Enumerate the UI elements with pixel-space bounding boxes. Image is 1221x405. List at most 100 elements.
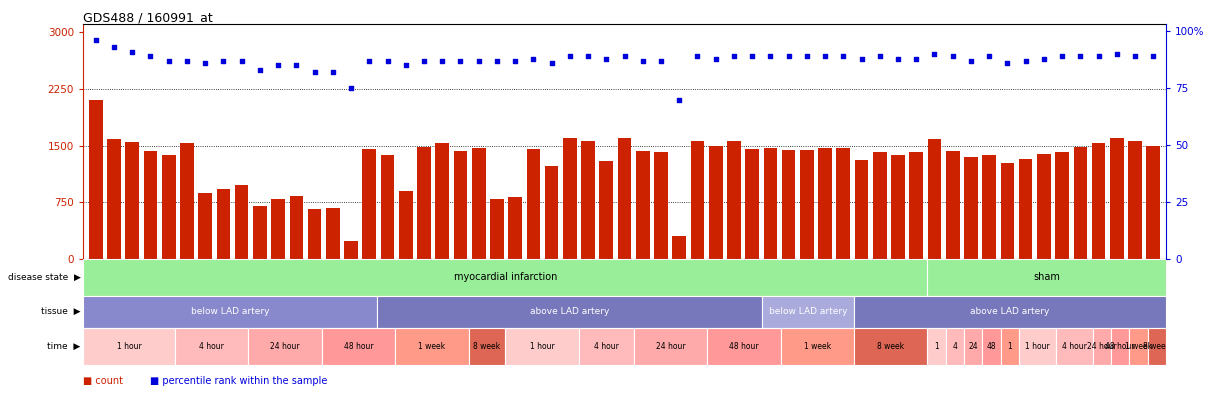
Bar <box>253 206 266 259</box>
Text: 8 week: 8 week <box>474 342 501 351</box>
Point <box>342 85 361 92</box>
Point <box>1107 51 1127 57</box>
Point <box>140 53 160 60</box>
Bar <box>745 149 759 259</box>
Text: sham: sham <box>1033 273 1060 282</box>
Bar <box>363 149 376 259</box>
Text: above LAD artery: above LAD artery <box>530 307 609 316</box>
Bar <box>600 161 613 259</box>
Bar <box>891 155 905 259</box>
Point <box>269 62 288 68</box>
Bar <box>396 328 469 364</box>
Bar <box>1129 328 1148 364</box>
Bar <box>344 241 358 259</box>
Bar <box>289 196 303 259</box>
Bar <box>691 141 705 259</box>
Bar <box>248 328 321 364</box>
Bar <box>636 151 650 259</box>
Point <box>122 49 142 55</box>
Point <box>871 53 890 60</box>
Bar <box>181 143 194 259</box>
Point <box>359 58 379 64</box>
Point <box>742 53 762 60</box>
Bar <box>436 143 449 259</box>
Bar <box>762 296 853 328</box>
Text: 1: 1 <box>1007 342 1012 351</box>
Bar <box>983 155 996 259</box>
Bar <box>377 296 762 328</box>
Point <box>724 53 744 60</box>
Bar <box>162 155 176 259</box>
Text: 4 hour: 4 hour <box>199 342 223 351</box>
Bar <box>780 328 853 364</box>
Text: ■ count: ■ count <box>83 376 123 386</box>
Text: 4: 4 <box>952 342 957 351</box>
Bar <box>581 141 595 259</box>
Point <box>159 58 178 64</box>
Bar <box>418 147 431 259</box>
Point <box>305 69 325 75</box>
Text: GDS488 / 160991_at: GDS488 / 160991_at <box>83 11 212 24</box>
Bar <box>1056 328 1093 364</box>
Bar <box>508 197 523 259</box>
Bar <box>505 328 579 364</box>
Bar <box>1037 154 1051 259</box>
Point <box>324 69 343 75</box>
Bar <box>234 185 249 259</box>
Bar <box>928 259 1166 296</box>
Bar <box>308 209 321 259</box>
Point <box>632 58 652 64</box>
Text: tissue  ▶: tissue ▶ <box>42 307 81 316</box>
Bar <box>946 328 965 364</box>
Bar <box>983 328 1001 364</box>
Point <box>1053 53 1072 60</box>
Text: time  ▶: time ▶ <box>48 342 81 351</box>
Bar <box>471 148 486 259</box>
Text: 24 hour: 24 hour <box>1087 342 1117 351</box>
Bar <box>126 142 139 259</box>
Bar <box>709 145 723 259</box>
Bar <box>853 328 928 364</box>
Bar <box>1018 159 1033 259</box>
Text: 4 hour: 4 hour <box>593 342 619 351</box>
Bar <box>579 328 634 364</box>
Bar <box>490 199 504 259</box>
Bar <box>216 189 231 259</box>
Bar <box>454 151 468 259</box>
Point <box>797 53 817 60</box>
Bar <box>83 259 928 296</box>
Point <box>669 96 689 103</box>
Text: ■ percentile rank within the sample: ■ percentile rank within the sample <box>150 376 327 386</box>
Bar <box>107 139 121 259</box>
Point <box>396 62 415 68</box>
Bar <box>1092 143 1105 259</box>
Bar <box>271 198 284 259</box>
Point <box>834 53 853 60</box>
Bar <box>654 152 668 259</box>
Bar <box>910 151 923 259</box>
Point <box>250 67 270 73</box>
Bar <box>399 191 413 259</box>
Bar <box>707 328 780 364</box>
Text: 48 hour: 48 hour <box>1105 342 1136 351</box>
Text: 48 hour: 48 hour <box>343 342 374 351</box>
Bar <box>673 237 686 259</box>
Bar <box>1110 138 1123 259</box>
Point <box>687 53 707 60</box>
Point <box>614 53 635 60</box>
Point <box>706 55 725 62</box>
Point <box>542 60 562 66</box>
Point <box>1071 53 1090 60</box>
Text: 4 hour: 4 hour <box>1062 342 1087 351</box>
Bar <box>1055 152 1068 259</box>
Point <box>579 53 598 60</box>
Bar <box>965 157 978 259</box>
Bar <box>1001 328 1020 364</box>
Point <box>560 53 580 60</box>
Point <box>414 58 433 64</box>
Point <box>924 51 944 57</box>
Point <box>888 55 907 62</box>
Text: 24 hour: 24 hour <box>270 342 300 351</box>
Bar <box>946 151 960 259</box>
Text: below LAD artery: below LAD artery <box>190 307 269 316</box>
